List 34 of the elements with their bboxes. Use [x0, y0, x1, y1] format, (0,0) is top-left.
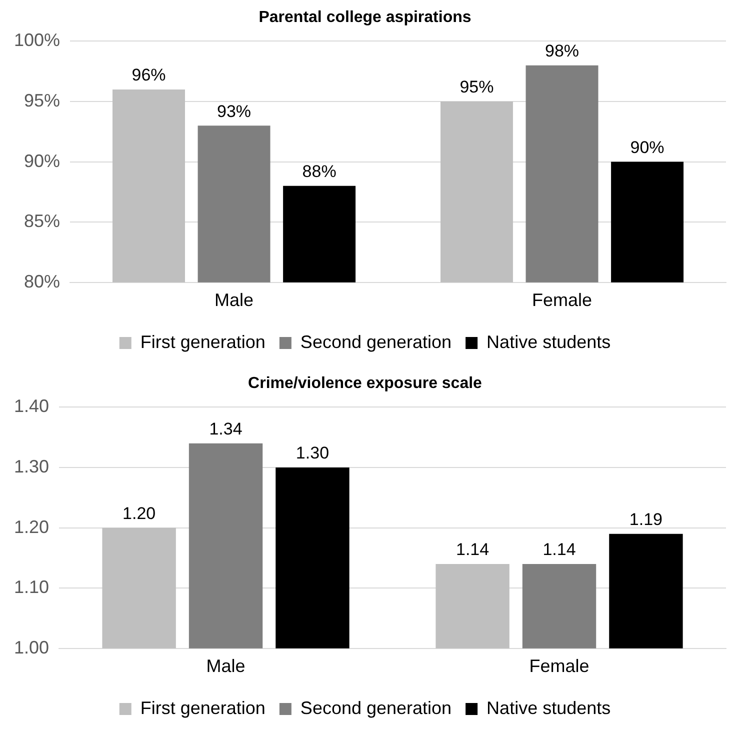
data-label: 95% [460, 78, 494, 97]
y-tick-label: 95% [24, 90, 60, 110]
data-label: 98% [544, 42, 580, 61]
y-tick-label: 100% [14, 30, 60, 50]
y-tick-label: 80% [24, 271, 60, 292]
data-label: 1.30 [296, 444, 330, 463]
legend-label: Second generation [300, 332, 452, 352]
x-tick-label: Female [532, 290, 592, 310]
data-label: 1.34 [209, 420, 242, 439]
legend-label: First generation [140, 698, 266, 718]
data-label: 1.14 [456, 540, 490, 560]
legend-label: Second generation [300, 698, 452, 718]
chart-title: Crime/violence exposure scale [248, 375, 482, 392]
y-tick-label: 1.40 [14, 396, 50, 416]
data-label: 93% [217, 102, 252, 121]
y-tick-label: 1.20 [14, 516, 50, 537]
data-label: 96% [132, 66, 166, 85]
legend-label: First generation [140, 332, 266, 352]
data-label: 1.19 [629, 510, 663, 530]
data-label: 88% [302, 162, 336, 182]
y-tick-label: 1.10 [14, 577, 50, 598]
data-label: 1.14 [542, 540, 576, 560]
data-label: 1.20 [122, 504, 156, 523]
y-tick-label: 85% [24, 211, 60, 232]
legend-label: Native students [486, 698, 611, 718]
data-label: 90% [630, 138, 664, 157]
x-tick-label: Male [206, 656, 246, 676]
legend-label: Native students [486, 332, 611, 352]
y-tick-label: 90% [24, 150, 60, 171]
x-tick-label: Male [214, 290, 254, 310]
x-tick-label: Female [529, 656, 590, 676]
chart-title: Parental college aspirations [258, 9, 472, 26]
y-tick-label: 1.00 [14, 637, 50, 658]
y-tick-label: 1.30 [14, 456, 50, 476]
